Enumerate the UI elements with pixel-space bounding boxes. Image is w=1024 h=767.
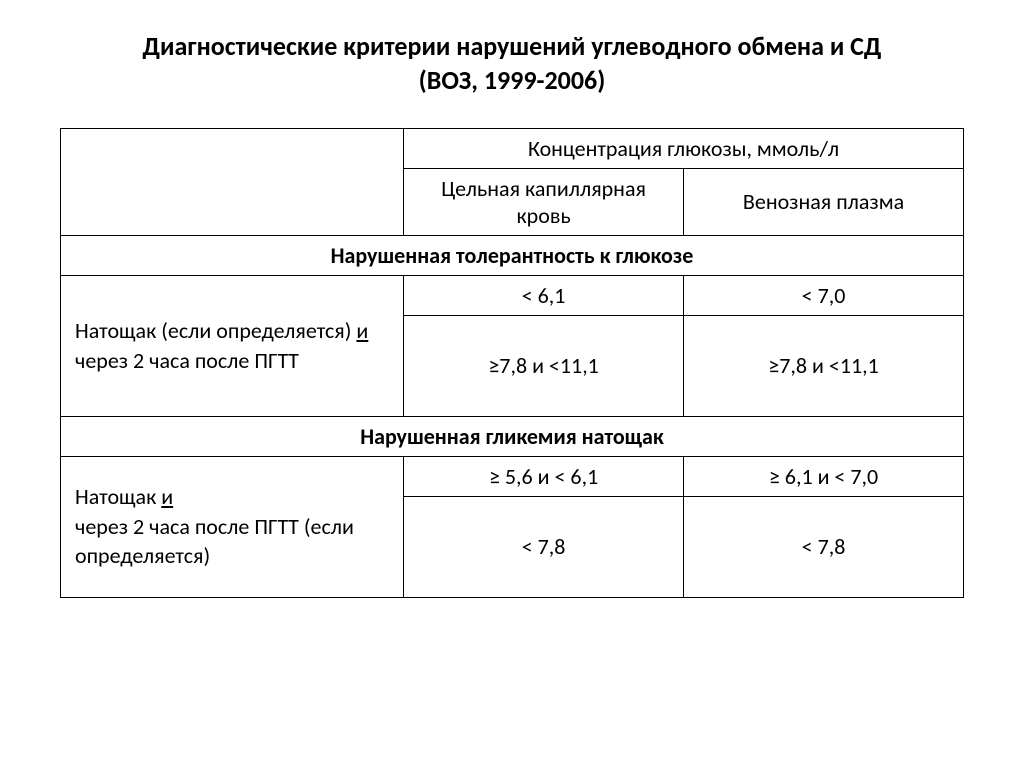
igt-label: Натощак (если определяется) и через 2 ча… bbox=[61, 275, 404, 416]
title-line-2: (ВОЗ, 1999-2006) bbox=[419, 64, 606, 96]
ifg-row2-col1: < 7,8 bbox=[404, 496, 684, 597]
ifg-label-part2: через 2 часа после ПГТТ (если определяет… bbox=[75, 513, 354, 570]
header-main: Концентрация глюкозы, ммоль/л bbox=[404, 128, 964, 168]
igt-label-part2: через 2 часа после ПГТТ bbox=[75, 347, 299, 374]
ifg-row1-col1: ≥ 5,6 и < 6,1 bbox=[404, 456, 684, 496]
ifg-row1-col2: ≥ 6,1 и < 7,0 bbox=[684, 456, 964, 496]
igt-row2-col1: ≥7,8 и <11,1 bbox=[404, 315, 684, 416]
header-col1: Цельная капиллярная кровь bbox=[404, 168, 684, 235]
table-row: Нарушенная гликемия натощак bbox=[61, 416, 964, 456]
section-heading-ifg: Нарушенная гликемия натощак bbox=[61, 416, 964, 456]
igt-row1-col1: < 6,1 bbox=[404, 275, 684, 315]
igt-row2-col2: ≥7,8 и <11,1 bbox=[684, 315, 964, 416]
igt-label-part1: Натощак (если определяется) bbox=[75, 317, 356, 344]
section-heading-igt: Нарушенная толерантность к глюкозе bbox=[61, 235, 964, 275]
header-col2: Венозная плазма bbox=[684, 168, 964, 235]
ifg-label-and: и bbox=[161, 483, 173, 510]
criteria-table: Концентрация глюкозы, ммоль/л Цельная ка… bbox=[60, 128, 964, 598]
ifg-label: Натощак и через 2 часа после ПГТТ (если … bbox=[61, 456, 404, 597]
igt-label-and: и bbox=[356, 317, 368, 344]
igt-row1-col2: < 7,0 bbox=[684, 275, 964, 315]
table-row: Нарушенная толерантность к глюкозе bbox=[61, 235, 964, 275]
page-title: Диагностические критерии нарушений углев… bbox=[60, 30, 964, 98]
table-row: Концентрация глюкозы, ммоль/л bbox=[61, 128, 964, 168]
page: Диагностические критерии нарушений углев… bbox=[0, 0, 1024, 767]
header-blank bbox=[61, 128, 404, 235]
ifg-label-part1: Натощак bbox=[75, 483, 161, 510]
table-row: Натощак и через 2 часа после ПГТТ (если … bbox=[61, 456, 964, 496]
ifg-row2-col2: < 7,8 bbox=[684, 496, 964, 597]
table-row: Натощак (если определяется) и через 2 ча… bbox=[61, 275, 964, 315]
title-line-1: Диагностические критерии нарушений углев… bbox=[143, 30, 882, 62]
